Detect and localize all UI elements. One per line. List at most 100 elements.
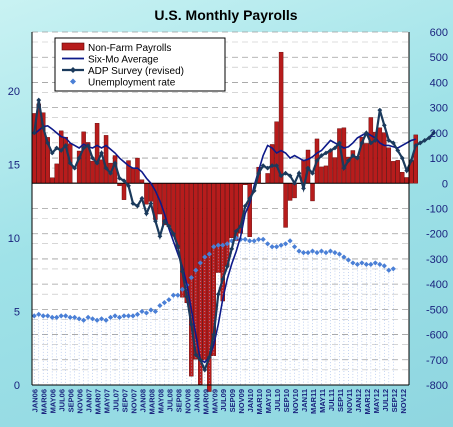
x-tick-label: NOV12: [399, 389, 408, 414]
adp-survey-marker: [144, 211, 149, 216]
adp-survey-marker: [81, 145, 87, 151]
unemployment-point: [31, 313, 37, 319]
unemployment-point: [291, 244, 298, 250]
unemployment-points: [31, 235, 396, 385]
unemployment-point: [125, 313, 132, 319]
x-tick-label: JAN11: [300, 389, 309, 412]
x-tick-label: NOV08: [183, 389, 192, 414]
unemployment-point: [85, 314, 91, 320]
adp-survey-marker: [247, 196, 253, 201]
payroll-bar: [323, 165, 329, 184]
unemployment-point: [381, 263, 387, 269]
adp-survey-marker: [161, 218, 167, 224]
payroll-bar: [103, 135, 109, 184]
right-tick-label: 600: [430, 27, 448, 39]
right-tick-label: -300: [426, 254, 448, 266]
unemployment-point: [386, 267, 392, 273]
x-tick-label: NOV06: [76, 389, 85, 414]
adp-survey-marker: [45, 140, 51, 146]
x-tick-labels: JAN06 MAR06 MAY06 JUL06 SEP06 NOV06 JAN07 MAR07…: [31, 389, 408, 414]
unemployment-point: [81, 317, 87, 323]
payroll-bar: [130, 167, 136, 184]
adp-survey-marker: [283, 170, 288, 176]
x-tick-label: JUL07: [112, 389, 121, 412]
unemployment-point: [242, 236, 248, 242]
adp-survey-marker: [85, 143, 91, 148]
adp-survey-marker: [54, 145, 60, 151]
legend-swatch-bar: [61, 42, 85, 51]
adp-survey-marker: [341, 165, 347, 171]
payroll-bar: [364, 143, 369, 184]
adp-survey-marker: [395, 148, 401, 153]
unemployment-point: [121, 313, 127, 319]
payroll-bar: [54, 163, 59, 184]
adp-survey-marker: [130, 201, 136, 206]
x-tick-label: NOV10: [291, 389, 300, 414]
unemployment-point: [89, 316, 96, 322]
adp-survey-marker: [202, 367, 208, 373]
unemployment-point: [139, 308, 145, 315]
x-tick-label: MAY11: [318, 389, 327, 413]
adp-survey-marker: [139, 196, 145, 201]
payroll-bar: [247, 183, 252, 237]
x-tick-label: SEP08: [174, 389, 183, 412]
adp-survey-marker: [117, 175, 122, 181]
adp-survey-marker: [99, 150, 104, 156]
adp-survey-marker: [359, 140, 365, 146]
adp-survey-marker: [206, 354, 212, 360]
adp-survey-marker: [413, 143, 419, 148]
payroll-bar: [310, 183, 315, 202]
adp-survey-marker: [63, 143, 69, 148]
unemployment-point: [314, 250, 320, 256]
adp-survey-marker: [242, 203, 248, 209]
right-tick-label: -100: [426, 204, 448, 216]
adp-survey-marker: [72, 165, 78, 171]
adp-survey-marker: [337, 140, 342, 146]
payroll-bar: [81, 131, 86, 184]
unemployment-point: [148, 307, 154, 313]
legend-label: Unemployment rate: [88, 78, 176, 89]
unemployment-point: [103, 317, 109, 323]
payroll-bar: [265, 173, 270, 184]
unemployment-point: [49, 314, 55, 320]
adp-survey-marker: [292, 180, 297, 186]
adp-survey-marker: [175, 243, 181, 249]
adp-survey-marker: [238, 223, 244, 229]
adp-survey-marker: [157, 233, 163, 239]
unemployment-point: [300, 250, 307, 256]
x-tick-label: MAR07: [94, 389, 103, 414]
unemployment-point: [269, 244, 275, 250]
adp-survey-marker: [372, 138, 378, 143]
adp-survey-marker: [269, 163, 275, 169]
x-tick-label: MAY08: [156, 389, 165, 413]
adp-survey-marker: [363, 130, 369, 136]
x-tick-label: MAY10: [264, 389, 273, 413]
unemployment-point: [157, 302, 163, 309]
unemployment-point: [211, 244, 217, 250]
unemployment-point: [193, 267, 199, 273]
x-tick-label: SEP09: [228, 389, 237, 412]
adp-survey-marker: [332, 145, 338, 151]
unemployment-point: [166, 297, 172, 303]
unemployment-point: [323, 250, 329, 256]
x-tick-label: NOV09: [237, 389, 246, 414]
payroll-bar: [377, 127, 383, 184]
adp-survey-marker: [251, 188, 257, 194]
x-tick-label: JUL11: [327, 389, 336, 411]
adp-survey-marker: [422, 138, 428, 143]
adp-survey-marker: [274, 163, 280, 169]
unemployment-point: [175, 292, 181, 298]
x-tick-label: MAR11: [309, 389, 318, 414]
adp-survey-marker: [314, 158, 320, 163]
unemployment-point: [377, 261, 383, 267]
x-tick-label: NOV11: [345, 389, 354, 413]
payroll-bar: [94, 123, 100, 184]
unemployment-point: [372, 260, 378, 266]
x-tick-label: MAR09: [201, 389, 210, 414]
adp-survey-marker: [296, 170, 302, 176]
right-tick-label: 500: [430, 52, 448, 64]
adp-survey-marker: [368, 140, 374, 146]
unemployment-point: [368, 261, 374, 267]
payroll-bar: [171, 183, 176, 237]
